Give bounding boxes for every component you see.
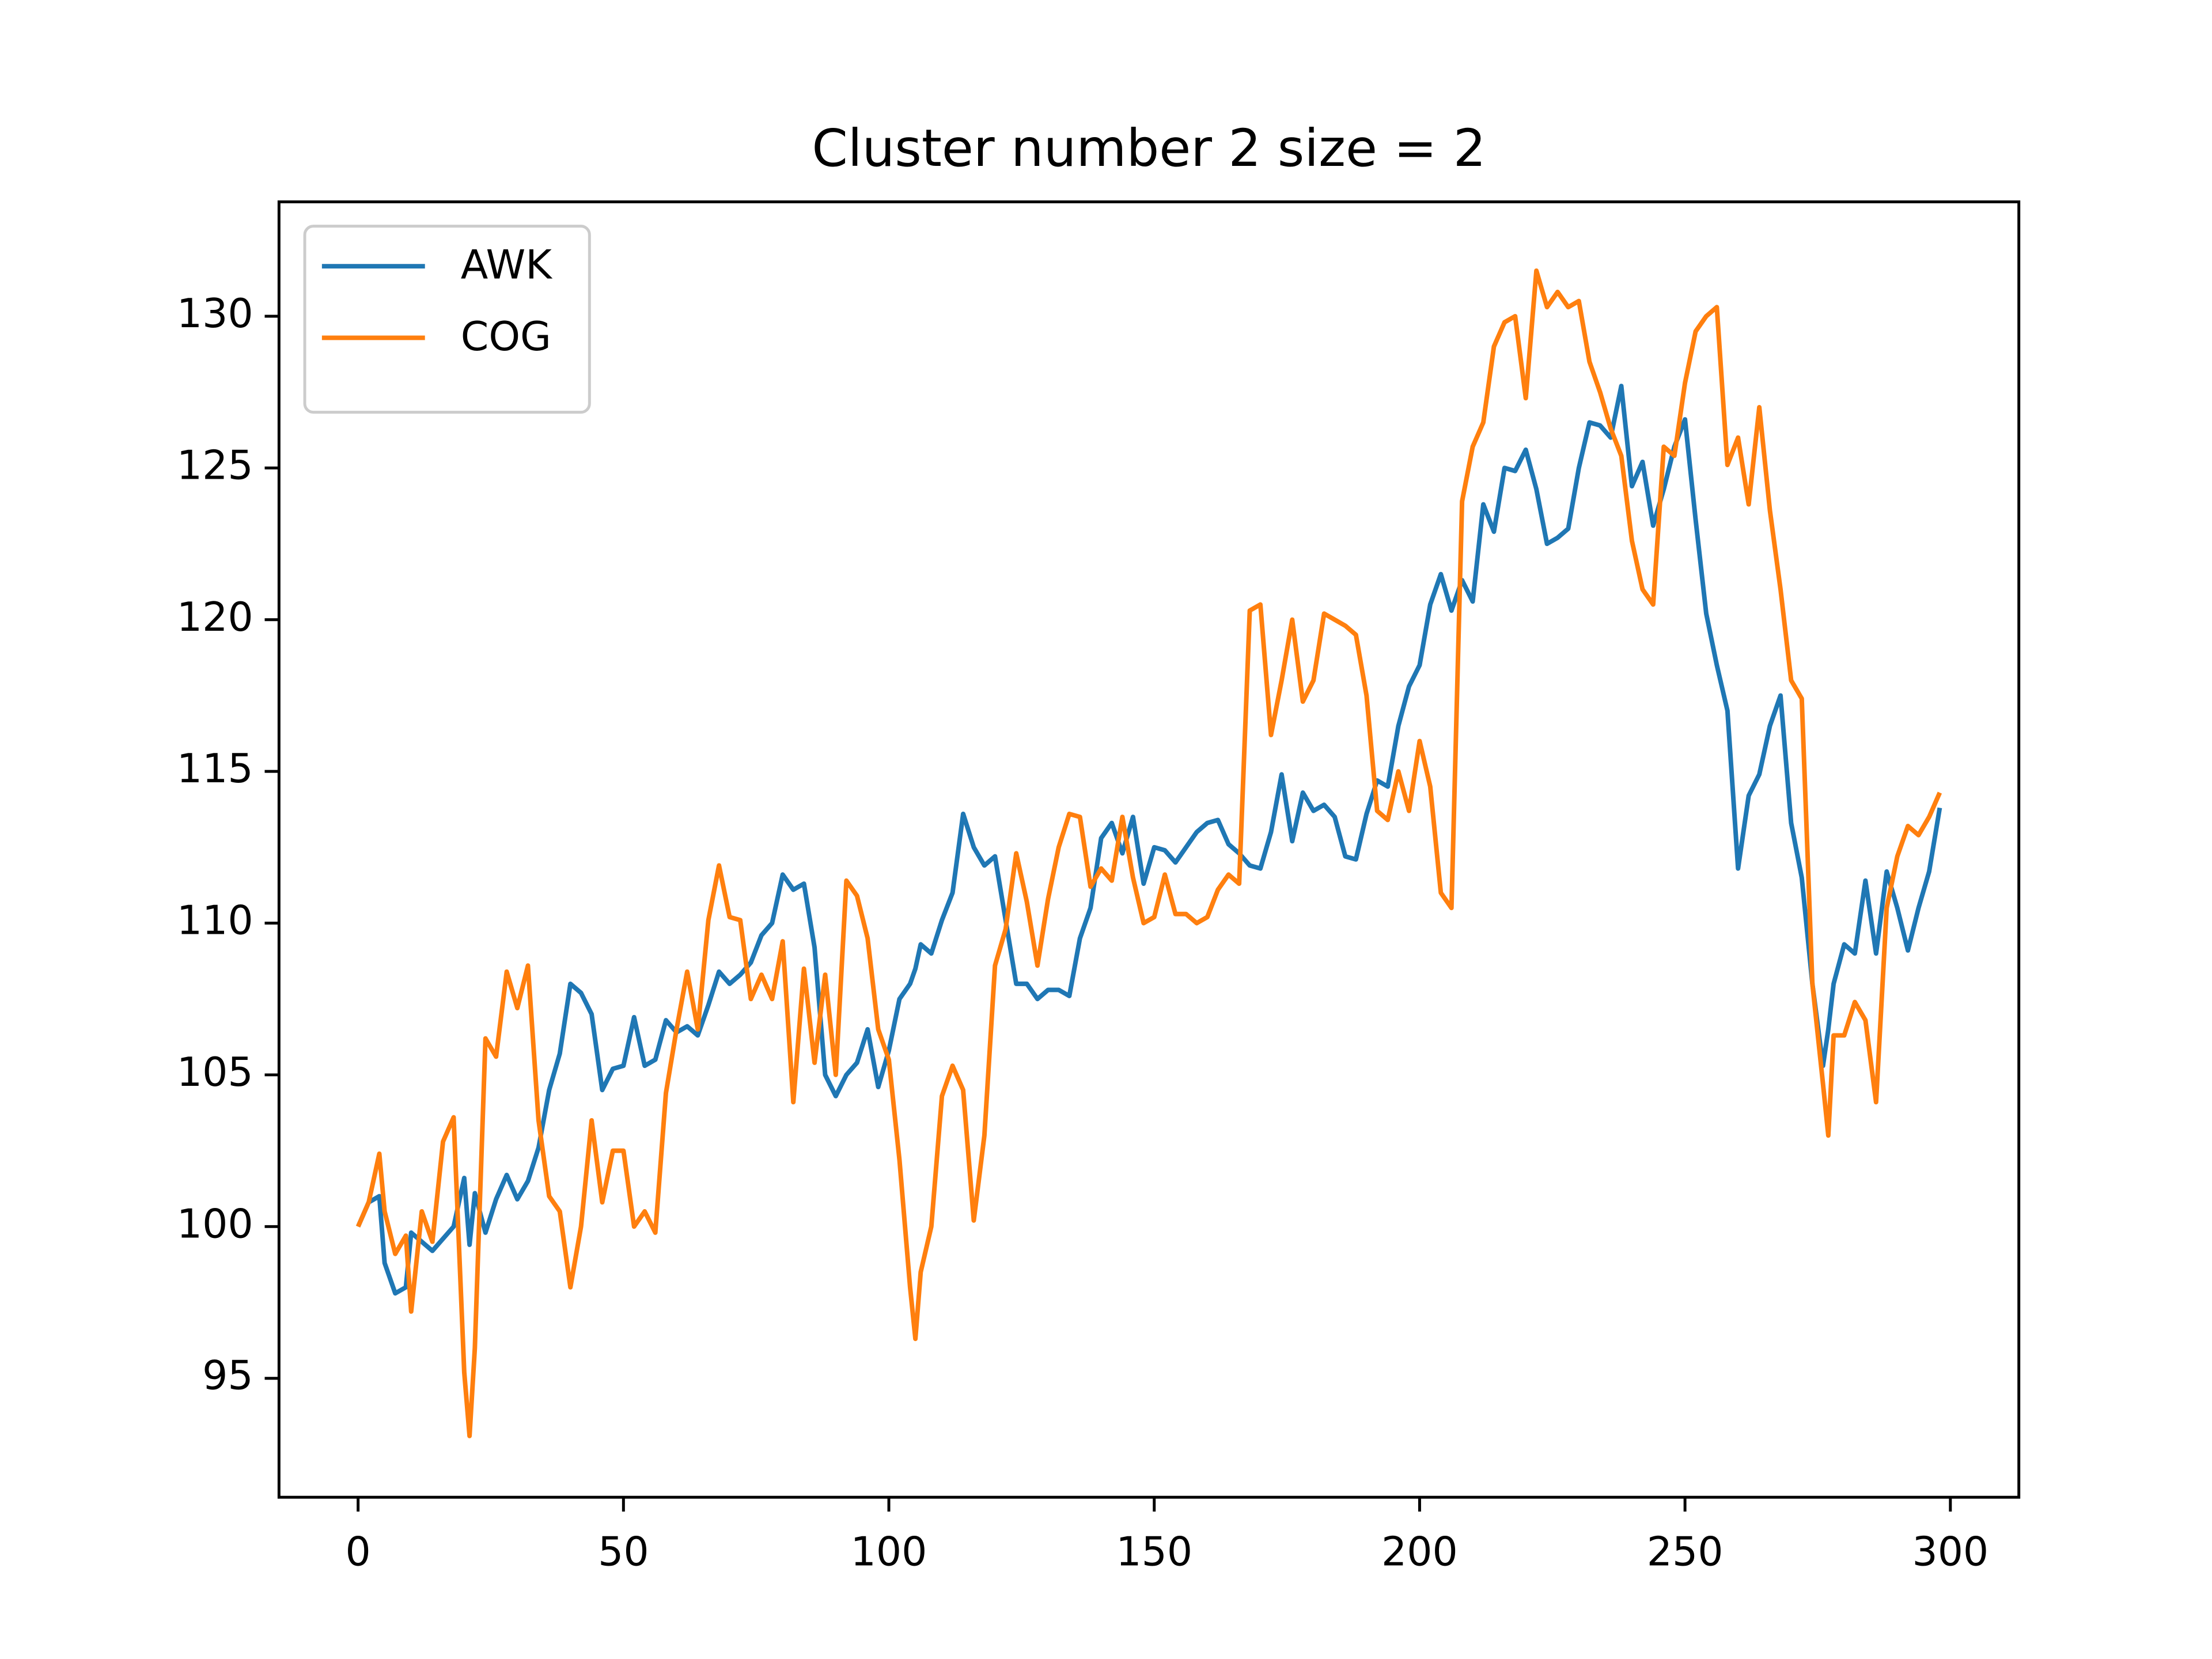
series-line [355,268,1942,1438]
x-tick-label: 200 [1381,1529,1458,1575]
plot-frame [277,200,2021,1499]
y-tick-label: 115 [177,745,253,792]
y-tick-label: 105 [177,1049,253,1096]
y-tick-label: 125 [177,442,253,488]
y-tick-label: 120 [177,594,253,641]
legend-label: COG [461,313,551,360]
x-tick-label: 100 [851,1529,927,1575]
y-tick-label: 100 [177,1200,253,1247]
y-tick-label: 130 [177,290,253,337]
y-tick-label: 110 [177,897,253,944]
legend-box [303,225,591,414]
x-tick-label: 50 [598,1529,649,1575]
legend-label: AWK [461,242,554,289]
x-tick-label: 300 [1912,1529,1988,1575]
x-tick-label: 250 [1647,1529,1724,1575]
y-tick-label: 95 [202,1353,253,1399]
chart-title: Cluster number 2 size = 2 [812,119,1486,179]
x-tick-label: 0 [346,1529,371,1575]
x-tick-label: 150 [1116,1529,1192,1575]
